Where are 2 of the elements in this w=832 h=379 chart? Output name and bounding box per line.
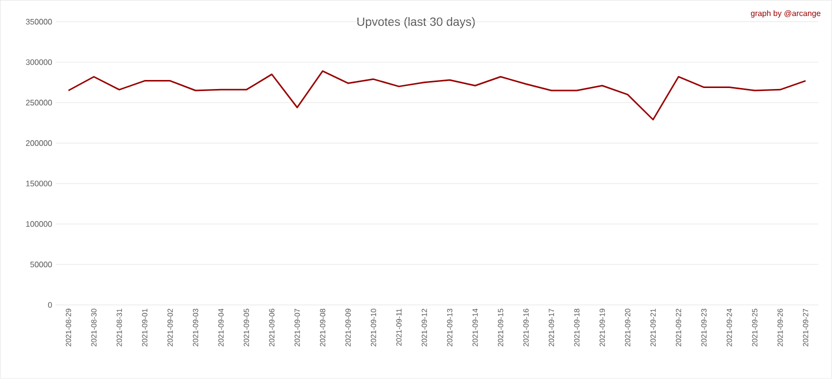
chart-title: Upvotes (last 30 days) bbox=[357, 17, 475, 28]
line-series bbox=[68, 70, 806, 121]
